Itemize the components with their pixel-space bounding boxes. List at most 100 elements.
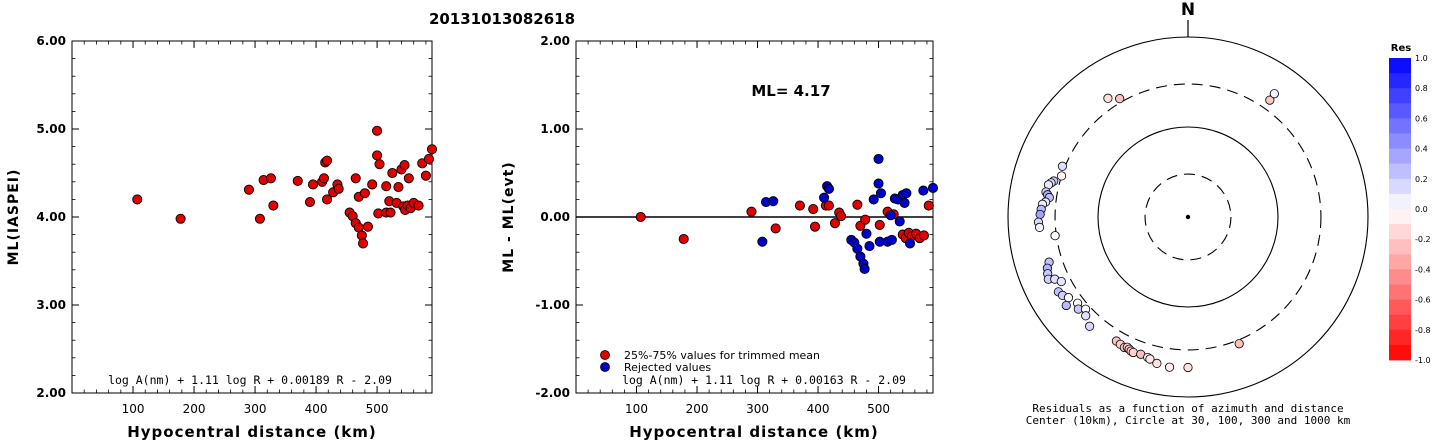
formula-label: log A(nm) + 1.11 log R + 0.00163 R - 2.0… [622, 373, 906, 387]
y-axis-title: ML - ML(evt) [501, 161, 517, 272]
legend-marker-trimmed [600, 350, 610, 360]
colorbar-cell [1389, 269, 1411, 285]
data-point [292, 175, 303, 186]
data-point [809, 221, 821, 232]
residual-point [1164, 362, 1175, 372]
residual-point [1115, 94, 1125, 104]
y-tick-label: 0.00 [540, 210, 570, 224]
data-point [829, 218, 841, 229]
data-point [635, 211, 646, 223]
rejected-point [904, 238, 916, 249]
data-point [860, 214, 871, 225]
colorbar-cell [1389, 209, 1411, 225]
legend: 25%-75% values for trimmed mean Rejected… [600, 349, 820, 374]
data-point [413, 200, 424, 211]
data-point [678, 233, 689, 245]
y-tick-labels: 2.00 3.00 4.00 5.00 6.00 [36, 34, 66, 400]
data-point [403, 173, 414, 184]
colorbar-cell [1389, 239, 1411, 255]
colorbar-tick-label: 0.8 [1415, 84, 1428, 93]
x-axis-title: Hypocentral distance (km) [629, 423, 879, 441]
residual-point [1145, 354, 1155, 364]
legend-marker-rejected [600, 362, 610, 372]
x-tick-labels: 100 200 300 400 500 [122, 402, 389, 416]
data-point [254, 213, 265, 224]
rejected-point [859, 263, 870, 274]
x-tick-label: 500 [867, 402, 890, 416]
colorbar-cells [1389, 58, 1411, 361]
data-point [362, 221, 373, 232]
y-tick-label: 4.00 [36, 210, 66, 224]
colorbar-title: Res [1391, 43, 1411, 54]
residual-point [1061, 300, 1071, 311]
data-point [322, 194, 333, 205]
data-point [243, 184, 254, 195]
colorbar-tick-labels: 1.0 0.8 0.6 0.4 0.2 0.0 -0.2 -0.4 -0.6 -0.8 -1.0 [1415, 54, 1431, 365]
x-tick-label: 200 [183, 402, 206, 416]
axis-ticks [72, 40, 432, 394]
panel-ml-iaspei: 2.00 3.00 4.00 5.00 6.00 100 200 300 400 500 log… [6, 34, 438, 441]
residual-point [1081, 311, 1091, 321]
data-point [367, 179, 378, 190]
colorbar-cell [1389, 178, 1411, 195]
data-point [132, 194, 143, 205]
rejected-point [861, 228, 872, 239]
colorbar-cell [1389, 329, 1411, 346]
x-tick-label: 500 [366, 402, 389, 416]
rejected-point [886, 234, 897, 245]
data-point [918, 230, 929, 241]
data-point [808, 204, 819, 215]
legend-label-rejected: Rejected values [624, 361, 711, 374]
residual-point [1063, 293, 1074, 303]
residual-point [1234, 339, 1244, 349]
data-point [307, 179, 319, 190]
rejected-point [875, 188, 887, 199]
colorbar-tick-label: 1.0 [1415, 54, 1428, 63]
data-point [381, 181, 392, 192]
colorbar: Res 1.0 0.8 0.6 0.4 0.2 0.0 -0.2 -0.4 -0.6 -0.8 -1… [1389, 43, 1431, 365]
data-point [399, 160, 410, 171]
axis-ticks [576, 40, 933, 394]
rejected-point [823, 183, 834, 194]
caption-line-2: Center (10km), Circle at 30, 100, 300 an… [1026, 414, 1351, 427]
data-point [823, 200, 834, 211]
data-point [322, 155, 333, 166]
residual-point [1085, 321, 1095, 331]
colorbar-tick-label: 0.6 [1415, 114, 1428, 123]
y-tick-label: 2.00 [36, 386, 66, 400]
y-tick-label: 5.00 [36, 122, 66, 136]
colorbar-tick-label: -0.4 [1415, 265, 1431, 274]
y-tick-labels: -2.00 -1.00 0.00 1.00 2.00 [535, 34, 570, 400]
data-point [835, 211, 847, 222]
rejected-point [927, 182, 939, 194]
colorbar-cell [1389, 103, 1411, 119]
colorbar-cell [1389, 88, 1411, 104]
colorbar-tick-label: -0.6 [1415, 296, 1431, 305]
north-label: N [1181, 0, 1195, 20]
panel-ml-residual: -2.00 -1.00 0.00 1.00 2.00 100 200 300 400 500 M… [501, 34, 939, 441]
data-point [265, 173, 276, 184]
data-point [268, 200, 279, 211]
data-point [874, 219, 885, 230]
distance-rings [1007, 36, 1369, 398]
x-tick-labels: 100 200 300 400 500 [625, 402, 890, 416]
colorbar-tick-label: 0.4 [1415, 145, 1428, 154]
center-dot [1185, 214, 1191, 220]
panel-azimuth-residuals: N Residuals as a function of azimuth and… [1007, 0, 1431, 427]
x-tick-label: 300 [244, 402, 267, 416]
residual-point [1183, 362, 1193, 373]
y-tick-label: 1.00 [540, 122, 570, 136]
data-point [387, 167, 398, 179]
colorbar-cell [1389, 284, 1411, 300]
rejected-point [885, 210, 896, 221]
data-point [393, 182, 404, 193]
data-point [333, 183, 344, 194]
x-tick-label: 100 [122, 402, 145, 416]
data-point [358, 238, 369, 249]
data-point [426, 144, 438, 155]
data-point [923, 200, 934, 211]
residual-point [1128, 347, 1138, 358]
residual-point [1265, 95, 1275, 105]
data-point [318, 173, 330, 184]
y-tick-label: 6.00 [36, 34, 66, 48]
